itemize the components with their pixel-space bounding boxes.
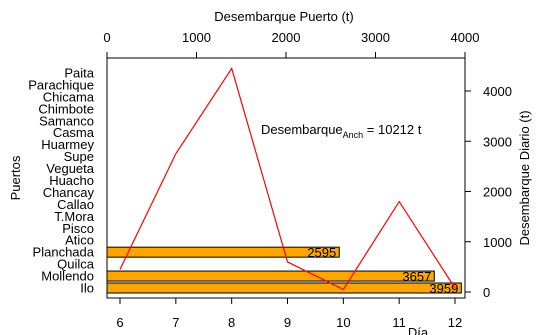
bar <box>106 246 340 258</box>
bottom-axis: 6 7 8 9 10 11 12 Día <box>116 297 462 335</box>
right-axis: 0 1000 2000 3000 4000 <box>464 84 512 300</box>
bottom-axis-tick-label: 10 <box>336 315 350 330</box>
top-axis-tick-label: 3000 <box>361 30 390 45</box>
bottom-axis-tick-label: 6 <box>116 315 123 330</box>
bar-data-label: 2595 <box>307 245 336 260</box>
line-series-path <box>119 66 456 291</box>
bar <box>106 282 462 294</box>
right-axis-title: Desembarque Diario (t) <box>517 110 532 245</box>
bottom-axis-title: Día <box>408 325 429 335</box>
top-axis: 0 1000 2000 3000 4000 <box>103 30 480 59</box>
line-series <box>119 66 456 291</box>
bar-data-label: 3657 <box>402 269 431 284</box>
bar <box>106 270 435 282</box>
category-labels: PaitaParachiqueChicamaChimboteSamancoCas… <box>28 66 95 296</box>
right-axis-tick-label: 4000 <box>483 84 512 99</box>
category-label: Callao <box>57 197 94 212</box>
bottom-axis-tick-label: 9 <box>284 315 291 330</box>
category-label: Atico <box>65 233 94 248</box>
category-label: Samanco <box>39 113 94 128</box>
category-label: Mollendo <box>41 269 94 284</box>
right-axis-tick-label: 1000 <box>483 235 512 250</box>
category-label: Huacho <box>49 173 94 188</box>
bottom-axis-tick-label: 12 <box>448 315 462 330</box>
annotation-rest: = 10212 t <box>363 122 422 137</box>
category-label: Pisco <box>62 221 94 236</box>
right-axis-tick-label: 2000 <box>483 185 512 200</box>
category-label: Quilca <box>57 257 95 272</box>
bottom-axis-tick-label: 8 <box>228 315 235 330</box>
category-label: Huarmey <box>41 137 94 152</box>
category-label: Vegueta <box>46 161 94 176</box>
category-label: Supe <box>64 149 94 164</box>
category-label: Paita <box>64 66 94 81</box>
category-label: Planchada <box>33 245 95 260</box>
bar-data-label: 3959 <box>429 281 458 296</box>
annotation-main: Desembarque <box>261 122 343 137</box>
chart-title: Desembarque Puerto (t) <box>214 9 353 24</box>
annotation-sub: Anch <box>343 130 364 140</box>
category-label: Chimbote <box>38 101 94 116</box>
y-axis-title: Puertos <box>8 155 23 200</box>
category-label: Chancay <box>43 185 95 200</box>
top-axis-tick-label: 4000 <box>451 30 480 45</box>
top-axis-tick-label: 2000 <box>272 30 301 45</box>
category-label: T.Mora <box>54 209 95 224</box>
plot-frame <box>106 57 466 299</box>
category-label: Ilo <box>80 281 94 296</box>
category-label: Casma <box>53 125 95 140</box>
category-label: Chicama <box>43 89 95 104</box>
annotation: DesembarqueAnch = 10212 t <box>261 122 422 140</box>
bottom-axis-tick-label: 7 <box>172 315 179 330</box>
category-label: Parachique <box>28 77 94 92</box>
right-axis-tick-label: 3000 <box>483 134 512 149</box>
bottom-axis-tick-label: 11 <box>392 315 406 330</box>
top-axis-tick-label: 1000 <box>182 30 211 45</box>
right-axis-tick-label: 0 <box>483 285 490 300</box>
top-axis-tick-label: 0 <box>103 30 110 45</box>
